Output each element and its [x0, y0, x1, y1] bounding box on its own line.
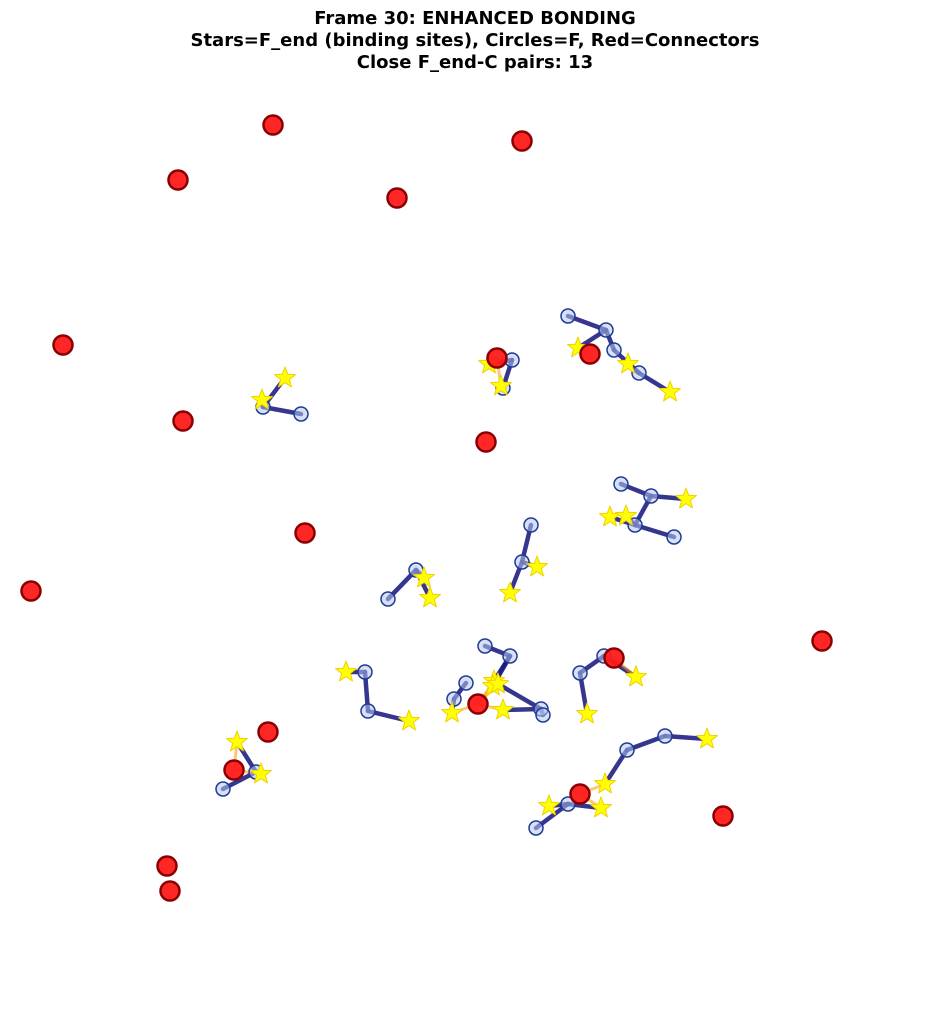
f-end-star: [490, 374, 512, 396]
f-end-star: [250, 762, 272, 784]
chart-title-line-3: Close F_end-C pairs: 13: [356, 52, 594, 73]
f-particle: [598, 322, 614, 338]
connector-point: [511, 130, 533, 152]
f-particle: [560, 308, 576, 324]
connector-point: [486, 347, 508, 369]
bond-line: [495, 681, 544, 712]
f-end-star: [538, 794, 560, 816]
chart-title: Frame 30: ENHANCED BONDING Stars=F_end (…: [0, 8, 950, 74]
f-particle: [502, 648, 518, 664]
chart-title-line-2: Stars=F_end (binding sites), Circles=F, …: [190, 30, 760, 51]
f-end-star: [526, 555, 548, 577]
f-end-star: [499, 581, 521, 603]
f-particle: [606, 342, 622, 358]
connector-point: [257, 721, 279, 743]
f-end-star: [576, 702, 598, 724]
f-particle: [215, 781, 231, 797]
connector-point: [811, 630, 833, 652]
f-particle: [643, 488, 659, 504]
connector-point: [156, 855, 178, 877]
f-particle: [477, 638, 493, 654]
f-end-star: [615, 504, 637, 526]
f-particle: [514, 554, 530, 570]
connector-point: [294, 522, 316, 544]
f-particle: [380, 591, 396, 607]
f-end-star: [659, 380, 681, 402]
f-end-star: [419, 586, 441, 608]
connector-point: [467, 693, 489, 715]
f-end-star: [413, 566, 435, 588]
f-end-star: [617, 352, 639, 374]
connector-point: [603, 647, 625, 669]
f-particle: [619, 742, 635, 758]
connector-point: [386, 187, 408, 209]
connector-point: [223, 759, 245, 781]
f-particle: [572, 665, 588, 681]
f-end-star: [590, 796, 612, 818]
f-end-star: [594, 772, 616, 794]
f-particle: [613, 476, 629, 492]
f-particle: [357, 664, 373, 680]
f-end-star: [226, 730, 248, 752]
f-particle: [631, 365, 647, 381]
f-particle: [657, 728, 673, 744]
f-end-star: [492, 698, 514, 720]
f-particles-layer: [215, 308, 682, 836]
f-end-star: [441, 701, 463, 723]
connector-point: [20, 580, 42, 602]
f-end-star: [625, 665, 647, 687]
connector-point: [712, 805, 734, 827]
f-particle: [523, 517, 539, 533]
f-end-star: [335, 660, 357, 682]
connector-point: [569, 783, 591, 805]
f-particle: [666, 529, 682, 545]
f-end-star: [696, 727, 718, 749]
f-particle: [360, 703, 376, 719]
f-particle: [446, 691, 462, 707]
f-particle: [458, 675, 474, 691]
f-end-star: [251, 388, 273, 410]
f-end-star: [274, 366, 296, 388]
connector-point: [475, 431, 497, 453]
connector-point: [579, 343, 601, 365]
f-particle: [528, 820, 544, 836]
f-end-star: [398, 709, 420, 731]
connector-point: [159, 880, 181, 902]
connectors-layer: [20, 114, 833, 902]
f-end-star: [487, 672, 509, 694]
connector-point: [262, 114, 284, 136]
f-end-star: [675, 487, 697, 509]
connector-point: [52, 334, 74, 356]
f-particle: [535, 707, 551, 723]
f-particle: [293, 406, 309, 422]
connector-point: [167, 169, 189, 191]
f-end-star: [599, 505, 621, 527]
connector-point: [172, 410, 194, 432]
chart-title-line-1: Frame 30: ENHANCED BONDING: [314, 8, 636, 29]
